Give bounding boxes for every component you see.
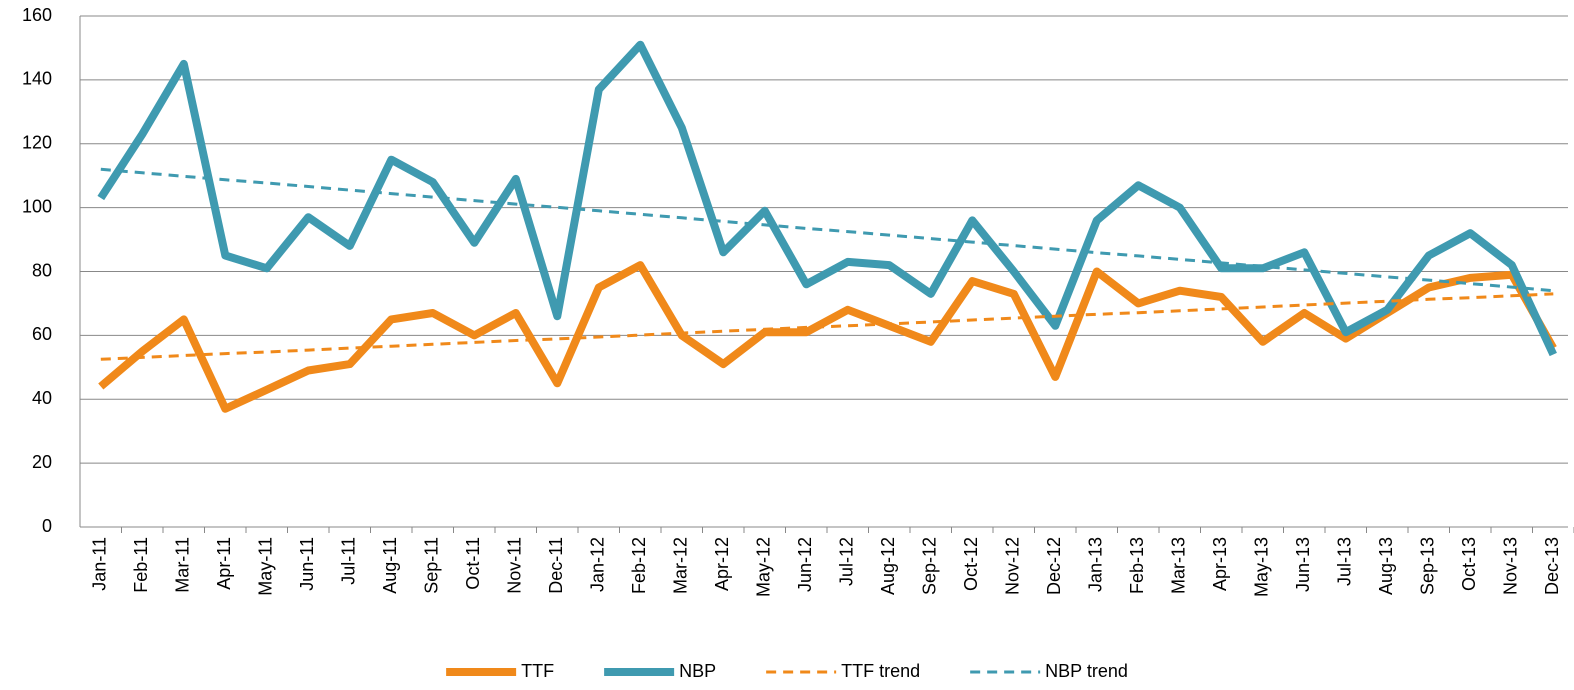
x-tick-label: Aug-12 — [878, 537, 898, 595]
x-tick-label: Sep-12 — [920, 537, 940, 595]
x-tick-label: Sep-11 — [422, 537, 442, 594]
x-tick-label: Jun-12 — [795, 537, 815, 592]
x-tick-label: Nov-11 — [505, 537, 525, 594]
x-tick-label: Jul-13 — [1335, 537, 1355, 586]
x-tick-label: Mar-11 — [173, 537, 193, 593]
x-tick-label: Feb-12 — [629, 537, 649, 594]
x-tick-label: Dec-13 — [1542, 537, 1562, 595]
x-tick-label: Oct-13 — [1459, 537, 1479, 591]
y-tick-label: 120 — [22, 133, 52, 153]
legend-label: TTF trend — [841, 661, 920, 681]
x-tick-label: Jun-13 — [1293, 537, 1313, 592]
x-tick-label: Mar-12 — [671, 537, 691, 594]
x-tick-label: Oct-11 — [463, 537, 483, 590]
x-tick-label: Mar-13 — [1169, 537, 1189, 594]
x-tick-label: Oct-12 — [961, 537, 981, 591]
x-tick-label: Nov-12 — [1003, 537, 1023, 595]
y-tick-label: 40 — [32, 388, 52, 408]
x-tick-label: Feb-11 — [131, 537, 151, 593]
x-tick-label: May-12 — [754, 537, 774, 597]
x-tick-label: Apr-13 — [1210, 537, 1230, 591]
x-tick-label: Apr-12 — [712, 537, 732, 591]
legend-label: NBP — [679, 661, 716, 681]
x-tick-label: May-13 — [1252, 537, 1272, 597]
x-tick-label: Dec-11 — [546, 537, 566, 594]
x-tick-label: Jul-12 — [837, 537, 857, 586]
x-tick-label: Jul-11 — [339, 537, 359, 585]
legend-label: NBP trend — [1045, 661, 1128, 681]
x-tick-label: Apr-11 — [214, 537, 234, 590]
x-tick-label: Feb-13 — [1127, 537, 1147, 594]
legend-label: TTF — [521, 661, 554, 681]
y-tick-label: 100 — [22, 196, 52, 216]
x-tick-label: Sep-13 — [1418, 537, 1438, 595]
y-tick-label: 0 — [42, 516, 52, 536]
x-tick-label: May-11 — [256, 537, 276, 596]
x-tick-label: Jan-13 — [1086, 537, 1106, 592]
series-line — [97, 40, 1557, 357]
x-tick-label: Jun-11 — [297, 537, 317, 591]
series-line — [100, 292, 1554, 361]
x-tick-label: Nov-13 — [1501, 537, 1521, 595]
y-tick-label: 140 — [22, 69, 52, 89]
series-line — [98, 261, 1557, 413]
y-tick-label: 20 — [32, 452, 52, 472]
x-tick-label: Dec-12 — [1044, 537, 1064, 595]
x-tick-label: Jan-11 — [90, 537, 110, 591]
y-tick-label: 60 — [32, 324, 52, 344]
x-tick-label: Jan-12 — [588, 537, 608, 592]
y-tick-label: 160 — [22, 5, 52, 25]
x-tick-label: Aug-11 — [380, 537, 400, 594]
series-line — [100, 167, 1554, 293]
x-tick-label: Aug-13 — [1376, 537, 1396, 595]
y-tick-label: 80 — [32, 260, 52, 280]
